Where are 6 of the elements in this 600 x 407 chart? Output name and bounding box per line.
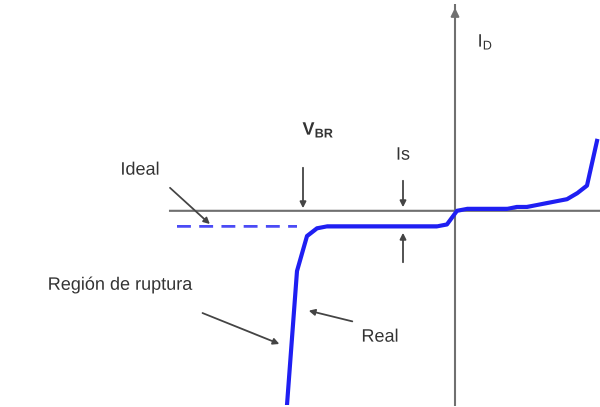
annotation: Real [362,328,398,342]
annotation: Región de ruptura [49,276,192,294]
text: I$_{D}$ [479,34,492,50]
text: V$_{BR}$ [302,122,333,138]
annotation: Is [398,147,410,160]
text: Ideal [122,162,158,175]
